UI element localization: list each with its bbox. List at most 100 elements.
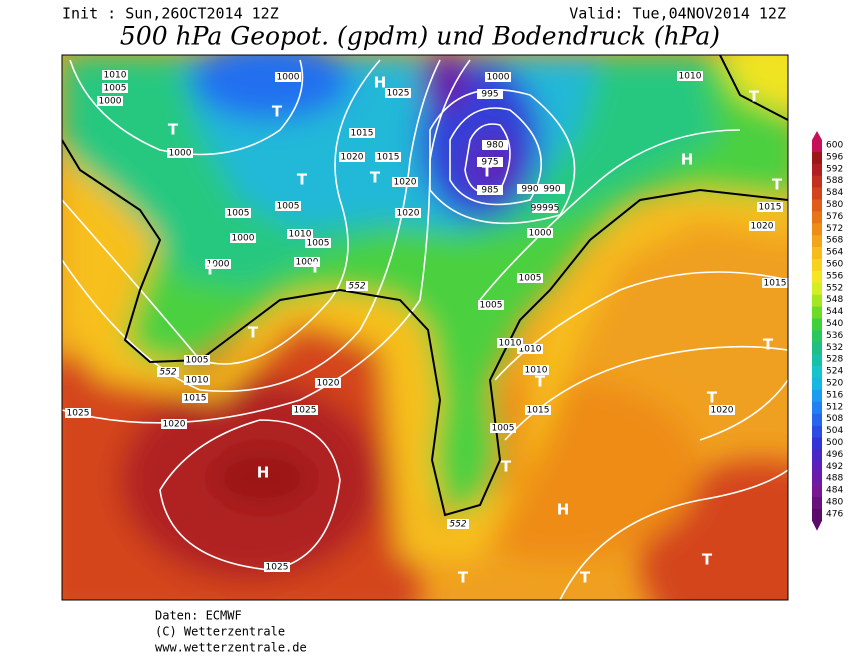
map-field: 1010100510001000102510009951010100010151… bbox=[62, 55, 788, 600]
isobar-label: 1005 bbox=[492, 424, 515, 434]
isobar-label-bg bbox=[385, 88, 411, 98]
isobar-label-bg bbox=[205, 259, 231, 269]
colorbar-label: 484 bbox=[826, 486, 843, 496]
isobar-label: 1015 bbox=[764, 279, 787, 289]
isobar-label-bg bbox=[264, 562, 290, 572]
isobar-label: 1025 bbox=[294, 406, 317, 416]
isobar-label-bg bbox=[490, 423, 516, 433]
colorbar-label: 476 bbox=[826, 509, 843, 519]
isobar-label-bg bbox=[525, 405, 551, 415]
isobar-label-bg bbox=[517, 184, 543, 194]
colorbar-swatch bbox=[812, 354, 822, 367]
isobar-label: 1010 bbox=[499, 339, 522, 349]
isobar-label: 1010 bbox=[186, 376, 209, 386]
isobar-label: 1000 bbox=[529, 229, 552, 239]
pressure-center: T bbox=[707, 389, 718, 407]
isobar-label: 1000 bbox=[99, 97, 122, 107]
isobar-label-bg bbox=[392, 177, 418, 187]
colorbar-label: 576 bbox=[826, 212, 843, 222]
colorbar-label: 552 bbox=[826, 283, 843, 293]
colorbar-label: 592 bbox=[826, 164, 843, 174]
colorbar-swatch bbox=[812, 294, 822, 307]
colorbar-swatch bbox=[812, 151, 822, 165]
isobar-label-bg bbox=[762, 278, 788, 288]
isobar-label: 1000 bbox=[487, 73, 510, 83]
pressure-center: T bbox=[501, 458, 512, 476]
pressure-center: T bbox=[205, 261, 216, 279]
colorbar-label: 556 bbox=[826, 271, 843, 281]
isobar-label: 990 bbox=[543, 185, 560, 195]
isobar-label: 1000 bbox=[296, 258, 319, 268]
isobar-label: 975 bbox=[481, 158, 498, 168]
footer: Daten: ECMWF (C) Wetterzentrale www.wetter… bbox=[155, 609, 307, 655]
colorbar-label: 512 bbox=[826, 402, 843, 412]
isobar-label-bg bbox=[184, 355, 210, 365]
pressure-center: T bbox=[535, 373, 546, 391]
isobar-label-bg bbox=[184, 375, 210, 385]
colorbar-label: 488 bbox=[826, 474, 843, 484]
isobar-label: 1015 bbox=[184, 394, 207, 404]
isobar-label-bg bbox=[292, 405, 318, 415]
isobar-label: 1015 bbox=[759, 203, 782, 213]
colorbar-label: 520 bbox=[826, 379, 843, 389]
colorbar-swatch bbox=[812, 449, 822, 462]
colorbar-label: 528 bbox=[826, 355, 843, 365]
isobar-label-bg bbox=[287, 229, 313, 239]
isobar-label-bg bbox=[230, 233, 256, 243]
isobar-label: 1025 bbox=[266, 563, 289, 573]
pressure-center: T bbox=[272, 103, 283, 121]
isobar-label-bg bbox=[539, 184, 565, 194]
colorbar-label: 496 bbox=[826, 450, 843, 460]
footer-line: www.wetterzentrale.de bbox=[155, 641, 307, 655]
isobar-label-bg bbox=[275, 201, 301, 211]
colorbar-label: 540 bbox=[826, 319, 843, 329]
isobar-label: 1020 bbox=[711, 406, 734, 416]
colorbar-label: 568 bbox=[826, 236, 843, 246]
isobar-label-bg bbox=[523, 365, 549, 375]
isobar-label: 1020 bbox=[341, 153, 364, 163]
pressure-center: T bbox=[580, 569, 591, 587]
colorbar-swatch bbox=[812, 199, 822, 212]
pressure-center: H bbox=[257, 464, 270, 482]
isobar-label-bg bbox=[478, 300, 504, 310]
colorbar-swatch bbox=[812, 235, 822, 248]
colorbar-swatch bbox=[812, 223, 822, 236]
isobar-label: 1010 bbox=[289, 230, 312, 240]
colorbar-arrow-top bbox=[812, 131, 822, 140]
isobar-label: 1020 bbox=[163, 420, 186, 430]
isobar-label-bg bbox=[477, 157, 503, 167]
pressure-center: H bbox=[681, 151, 694, 169]
isobar-label-bg bbox=[102, 83, 128, 93]
colorbar-label: 588 bbox=[826, 176, 843, 186]
isobar-label: 1020 bbox=[317, 379, 340, 389]
pressure-center: T bbox=[297, 171, 308, 189]
colorbar-label: 500 bbox=[826, 438, 843, 448]
pressure-center: T bbox=[763, 336, 774, 354]
isobar-label-bg bbox=[65, 408, 91, 418]
isobar-label: 1005 bbox=[277, 202, 300, 212]
colorbar-swatch bbox=[812, 425, 822, 438]
colorbar-swatch bbox=[812, 282, 822, 295]
contour-label-bg bbox=[157, 367, 179, 377]
footer-line: (C) Wetterzentrale bbox=[155, 625, 285, 639]
pressure-center: T bbox=[458, 569, 469, 587]
isobar-label-bg bbox=[315, 378, 341, 388]
pressure-center: T bbox=[248, 324, 259, 342]
isobar-label-bg bbox=[275, 72, 301, 82]
colorbar-swatch bbox=[812, 413, 822, 426]
isobar-label-bg bbox=[497, 338, 523, 348]
isobar-label: 980 bbox=[486, 141, 503, 151]
isobar-label-bg bbox=[517, 273, 543, 283]
isobar-label-bg bbox=[182, 393, 208, 403]
colorbar-swatch bbox=[812, 401, 822, 414]
isobar-label-bg bbox=[375, 152, 401, 162]
isobar-label: 99995 bbox=[531, 204, 560, 214]
colorbar-swatch bbox=[812, 342, 822, 355]
contour-label: 552 bbox=[449, 520, 466, 530]
isobar-label-bg bbox=[749, 221, 775, 231]
552-contour bbox=[62, 55, 788, 517]
colorbar-label: 480 bbox=[826, 498, 843, 508]
colorbar-swatch bbox=[812, 389, 822, 403]
